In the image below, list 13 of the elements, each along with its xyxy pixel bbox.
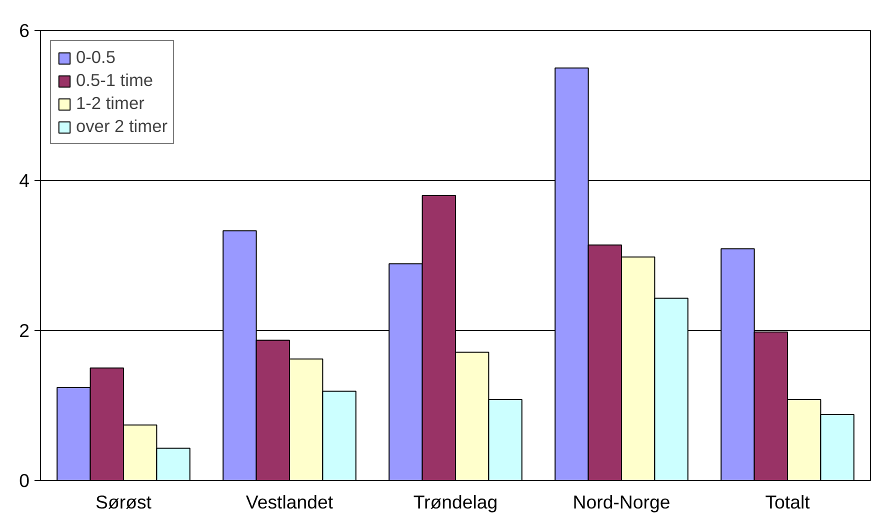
legend-label: 0.5-1 time xyxy=(76,70,154,91)
x-tick-label: Nord-Norge xyxy=(572,492,670,512)
legend-label: 0-0.5 xyxy=(76,47,116,68)
x-tick-label: Vestlandet xyxy=(246,492,334,512)
legend-label: over 2 timer xyxy=(76,116,168,137)
y-tick-label: 2 xyxy=(19,320,30,341)
y-tick-label: 6 xyxy=(19,20,30,41)
x-tick-label: Sørøst xyxy=(96,492,152,512)
x-tick-label: Totalt xyxy=(765,492,811,512)
legend-label: 1-2 timer xyxy=(76,93,144,114)
y-tick-label: 0 xyxy=(19,470,30,491)
y-tick-label: 4 xyxy=(19,170,30,191)
x-tick-label: Trøndelag xyxy=(413,492,498,512)
